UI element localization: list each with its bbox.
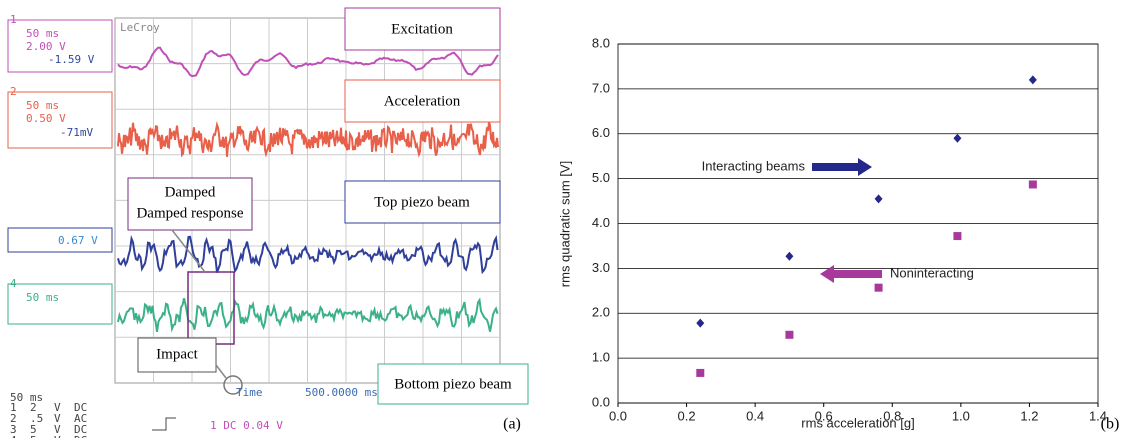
series-arrow-shaft [832, 270, 882, 278]
series-label: Interacting beams [702, 158, 806, 173]
offset: -71mV [60, 126, 93, 139]
point [875, 284, 883, 292]
series-arrow-shaft [812, 163, 860, 171]
point [785, 331, 793, 339]
y-tick-label: 2.0 [592, 305, 610, 320]
point [953, 232, 961, 240]
timebase: 50 ms [26, 99, 59, 112]
y-tick-label: 4.0 [592, 215, 610, 230]
trigger: 1 DC 0.04 V [210, 419, 283, 432]
channel-marker: 2 [10, 85, 17, 98]
row-cell: V [54, 434, 61, 438]
label: Excitation [391, 21, 453, 37]
scatter-chart: rms quadratic sum [V] rms acceleration [… [557, 35, 1119, 432]
channel-marker: 1 [10, 13, 17, 26]
x-tick-label: 1.4 [1089, 408, 1107, 423]
x-tick-label: 0.8 [883, 408, 901, 423]
channel-box [8, 284, 112, 324]
series-label: Noninteracting [890, 265, 974, 280]
x-tick-label: 1.0 [952, 408, 970, 423]
label: Top piezo beam [374, 194, 470, 210]
time-value: 500.0000 ms [305, 386, 378, 399]
brand: LeCroy [120, 21, 160, 34]
y-tick-label: 7.0 [592, 80, 610, 95]
oscilloscope: LeCroy 1 50 ms 2.00 V -1.59 V 2 50 ms 0.… [8, 8, 528, 438]
x-tick-label: 0.2 [678, 408, 696, 423]
label: Damped [165, 184, 216, 200]
y-tick-label: 5.0 [592, 170, 610, 185]
label: Bottom piezo beam [394, 376, 512, 392]
y-axis-label: rms quadratic sum [V] [557, 161, 572, 287]
timebase: 50 ms [26, 291, 59, 304]
y-tick-label: 1.0 [592, 350, 610, 365]
y-tick-label: 3.0 [592, 260, 610, 275]
y-tick-label: 0.0 [592, 394, 610, 409]
x-tick-label: 1.2 [1020, 408, 1038, 423]
timebase: 50 ms [26, 27, 59, 40]
x-tick-label: 0.6 [815, 408, 833, 423]
point [696, 319, 704, 328]
panel-label: (a) [503, 416, 521, 433]
row-cell: 4 [10, 434, 17, 438]
point [875, 194, 883, 203]
y-tick-label: 6.0 [592, 125, 610, 140]
series-arrow-head [858, 158, 872, 176]
channel-marker: 4 [10, 277, 17, 290]
trigger-icon [152, 418, 176, 430]
point [785, 252, 793, 261]
point [696, 369, 704, 377]
series-arrow-head [820, 265, 834, 283]
point [953, 134, 961, 143]
y-tick-label: 8.0 [592, 35, 610, 50]
label: Acceleration [384, 93, 461, 109]
scale: 0.50 V [26, 112, 66, 125]
x-tick-label: 0.0 [609, 408, 627, 423]
row-cell: DC [74, 434, 87, 438]
row-cell: 5 [30, 434, 37, 438]
x-tick-label: 0.4 [746, 408, 764, 423]
label: Impact [156, 346, 198, 362]
scale: 0.67 V [58, 234, 98, 247]
figure: LeCroy 1 50 ms 2.00 V -1.59 V 2 50 ms 0.… [0, 0, 1138, 438]
point [1029, 75, 1037, 84]
offset: -1.59 V [48, 53, 95, 66]
scale: 2.00 V [26, 40, 66, 53]
label: Damped response [136, 205, 243, 221]
point [1029, 180, 1037, 188]
time-label: Time [236, 386, 263, 399]
